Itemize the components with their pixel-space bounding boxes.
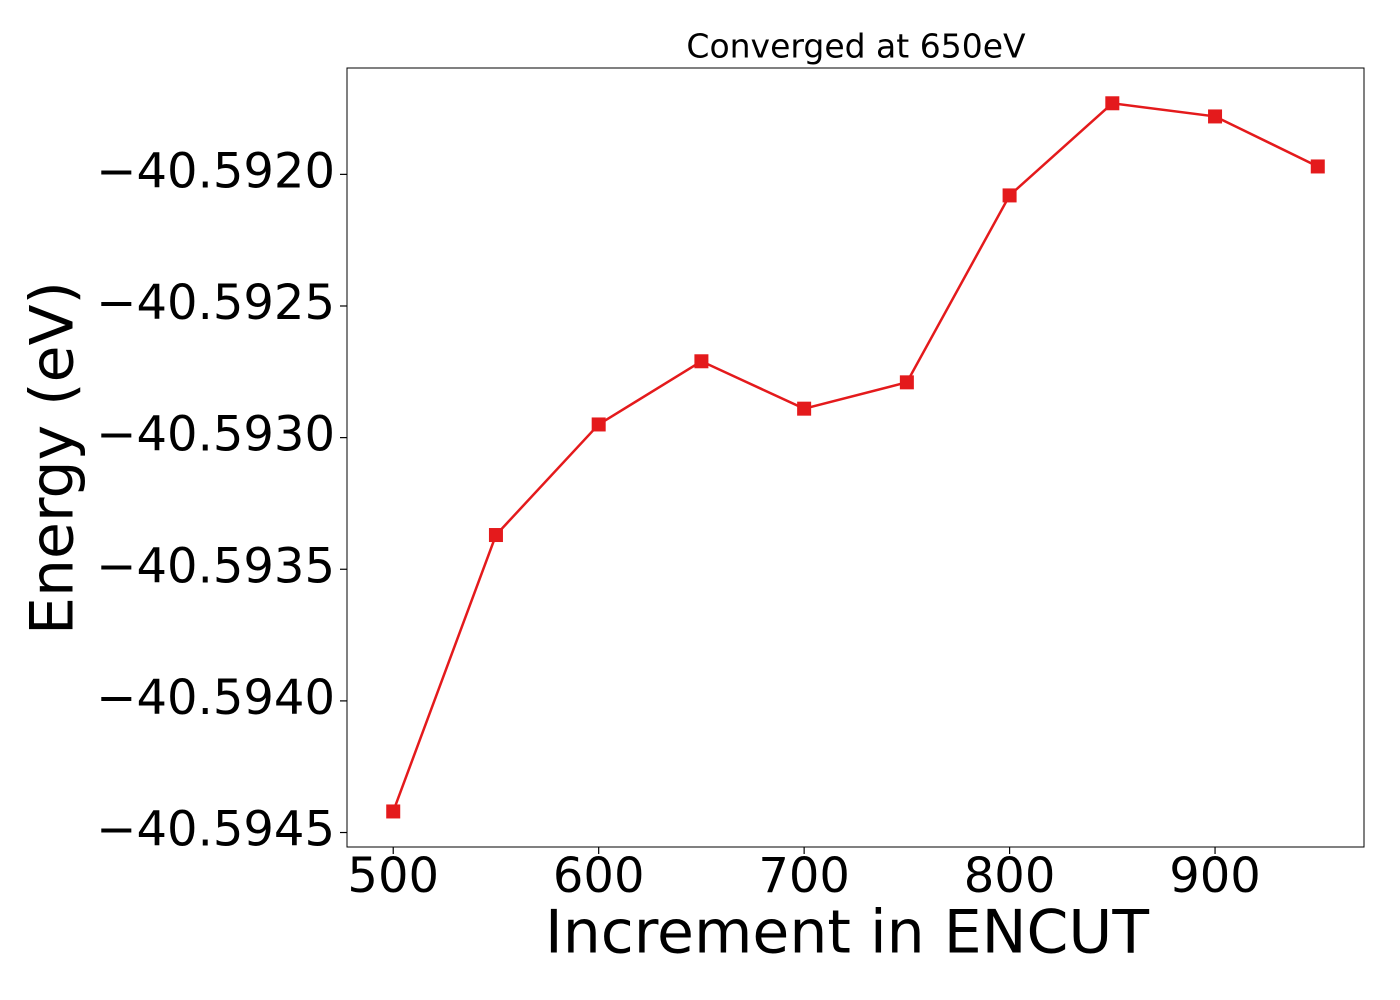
line [392,101,1319,812]
plot-frame [346,67,1365,848]
marker [1002,188,1017,203]
x-tick-label: 600 [553,848,645,904]
y-tick-label: −40.5930 [96,407,335,463]
x-tick-label: 800 [964,848,1056,904]
y-tick-label: −40.5920 [96,143,335,199]
marker [694,354,709,369]
marker [1105,96,1120,111]
marker [1208,109,1223,124]
marker [488,528,503,543]
marker [386,804,401,819]
marker [899,375,914,390]
marker [591,417,606,432]
x-tick-label: 900 [1169,848,1261,904]
marker [1310,159,1325,174]
x-tick-label: 700 [758,848,850,904]
y-tick-label: −40.5925 [96,275,335,331]
y-tick-label: −40.5945 [96,802,335,858]
y-axis-label: Energy (eV) [18,281,88,635]
y-tick-label: −40.5935 [96,538,335,594]
x-tick-label: 500 [347,848,439,904]
y-tick-label: −40.5940 [96,670,335,726]
chart-title: Converged at 650eV [686,27,1026,66]
x-axis-label: Increment in ENCUT [545,898,1149,968]
marker [797,401,812,416]
